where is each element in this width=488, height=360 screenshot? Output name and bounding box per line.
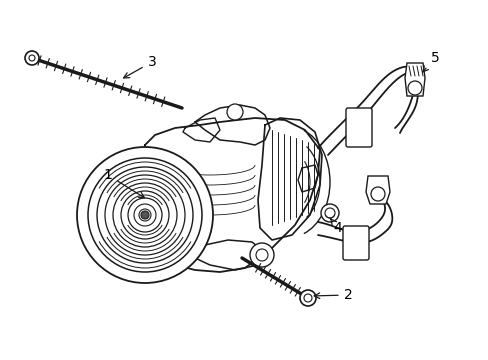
- Circle shape: [128, 198, 162, 232]
- Circle shape: [105, 175, 184, 255]
- FancyBboxPatch shape: [346, 108, 371, 147]
- Circle shape: [299, 290, 315, 306]
- Polygon shape: [365, 176, 389, 204]
- FancyBboxPatch shape: [342, 226, 368, 260]
- Circle shape: [249, 243, 273, 267]
- Text: 3: 3: [123, 55, 156, 78]
- Text: 1: 1: [103, 168, 144, 198]
- Circle shape: [88, 158, 202, 272]
- Circle shape: [101, 234, 129, 262]
- Circle shape: [113, 183, 177, 247]
- Circle shape: [141, 211, 149, 219]
- Text: 4: 4: [330, 219, 342, 235]
- Polygon shape: [404, 63, 424, 96]
- Circle shape: [77, 147, 213, 283]
- Circle shape: [370, 187, 384, 201]
- Text: 5: 5: [422, 51, 439, 72]
- Circle shape: [25, 51, 39, 65]
- Text: 2: 2: [313, 288, 352, 302]
- Circle shape: [407, 81, 421, 95]
- Circle shape: [121, 191, 169, 239]
- Circle shape: [320, 204, 338, 222]
- Circle shape: [134, 204, 156, 226]
- Circle shape: [226, 104, 243, 120]
- Circle shape: [139, 209, 151, 221]
- Circle shape: [97, 167, 193, 263]
